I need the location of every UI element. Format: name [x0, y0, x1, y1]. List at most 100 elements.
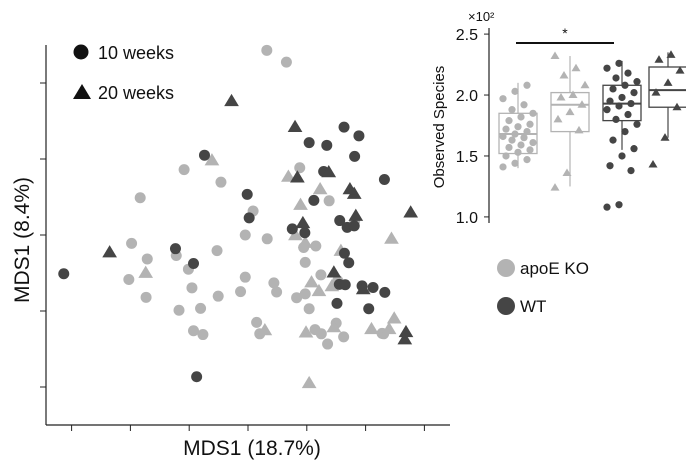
scatter-point-wt-triangle — [287, 119, 303, 132]
box-point — [663, 78, 673, 86]
scatter-point-wt-circle — [338, 247, 350, 259]
box-point — [559, 71, 569, 79]
scatter-point-wt-triangle — [342, 182, 358, 195]
box-point — [675, 66, 685, 74]
box-point — [556, 92, 566, 101]
scatter-point-apoe-ko-circle — [239, 229, 251, 241]
scatter-point-wt-circle — [169, 243, 181, 255]
scatter-point-apoe-ko-circle — [323, 195, 335, 207]
box-point — [523, 156, 531, 164]
scatter-point-apoe-ko-circle — [280, 56, 292, 68]
boxplot-axes: 1.0 1.5 2.0 2.5 * — [456, 25, 614, 227]
scatter-point-wt-circle — [379, 286, 391, 298]
scatter-point-apoe-ko-circle — [271, 286, 283, 298]
legend-wt-swatch — [497, 297, 515, 315]
box-point — [553, 114, 563, 123]
box-point — [520, 101, 528, 109]
box-point — [511, 159, 519, 167]
boxplot-y-tick-label: 1.0 — [456, 210, 478, 227]
scatter-points — [58, 44, 419, 389]
scatter-point-apoe-ko-circle — [211, 245, 223, 257]
scatter-point-apoe-ko-circle — [322, 338, 334, 350]
box-point — [562, 168, 572, 177]
legend-triangle-marker — [73, 84, 91, 99]
box-point — [499, 132, 507, 141]
scatter-point-apoe-ko-triangle — [204, 153, 220, 166]
scatter-point-wt-triangle — [295, 215, 311, 229]
scatter-y-axis-label: MDS1 (8.4%) — [11, 177, 34, 303]
legend-circle-marker — [73, 44, 89, 60]
box-point — [499, 163, 507, 171]
box-point — [618, 152, 626, 160]
scatter-point-apoe-ko-circle — [268, 277, 280, 289]
box-point — [529, 138, 537, 147]
scatter-point-wt-circle — [286, 223, 298, 235]
scatter-point-wt-circle — [338, 121, 350, 133]
box-point — [627, 99, 635, 108]
scatter-point-wt-circle — [198, 149, 210, 161]
scatter-point-apoe-ko-triangle — [386, 311, 402, 324]
box-point — [621, 127, 629, 136]
box-point — [514, 123, 522, 131]
scatter-point-apoe-ko-triangle — [257, 323, 273, 336]
shape-legend: 10 weeks 20 weeks — [73, 43, 174, 103]
boxplot-y-tick-label: 2.0 — [456, 88, 478, 105]
scatter-point-wt-triangle — [397, 332, 413, 345]
scatter-point-wt-circle — [241, 188, 253, 200]
scatter-point-apoe-ko-circle — [141, 253, 153, 265]
legend-label-10-weeks: 10 weeks — [98, 43, 174, 63]
scatter-point-apoe-ko-triangle — [384, 231, 399, 244]
scatter-point-apoe-ko-circle — [140, 291, 152, 303]
scatter-point-wt-circle — [188, 258, 200, 269]
scatter-point-apoe-ko-circle — [178, 164, 190, 176]
scatter-x-axis-label: MDS1 (18.7%) — [183, 437, 321, 460]
scatter-point-wt-triangle — [326, 265, 342, 278]
box-point — [529, 109, 537, 117]
scatter-point-apoe-ko-triangle — [304, 275, 319, 288]
box-point — [606, 97, 614, 105]
scatter-point-apoe-ko-triangle — [312, 182, 328, 195]
scatter-point-apoe-ko-triangle — [138, 265, 154, 278]
box-point — [514, 148, 522, 156]
scatter-point-outlier — [58, 268, 70, 280]
box-point — [633, 120, 641, 128]
scatter-axes — [40, 45, 450, 431]
box-point — [502, 125, 510, 133]
legend-label-wt: WT — [520, 297, 546, 316]
scatter-point-wt-circle — [191, 371, 203, 383]
scatter-point-wt-triangle — [403, 205, 419, 218]
box-point — [505, 117, 513, 125]
box-point — [618, 93, 626, 102]
scatter-point-wt-triangle — [224, 93, 239, 107]
scatter-point-wt-circle — [334, 215, 346, 227]
scatter-point-apoe-ko-circle — [195, 302, 207, 314]
box-point — [630, 88, 638, 97]
legend-label-20-weeks: 20 weeks — [98, 83, 174, 103]
scatter-point-wt-triangle — [290, 170, 305, 183]
scatter-point-wt-circle — [378, 174, 390, 186]
box-point — [511, 130, 519, 138]
legend-apoe-ko-swatch — [497, 259, 515, 277]
scatter-point-apoe-ko-circle — [299, 256, 311, 268]
scatter-point-apoe-ko-circle — [315, 269, 327, 281]
scatter-point-apoe-ko-circle — [126, 237, 138, 249]
box-point — [603, 106, 611, 114]
box-point — [550, 51, 560, 60]
scatter-point-apoe-ko-circle — [173, 304, 185, 316]
scatter-point-wt-circle — [299, 227, 311, 239]
box-point — [568, 90, 578, 99]
box-point — [526, 146, 534, 154]
box-point — [565, 107, 575, 116]
scatter-point-wt-triangle — [102, 245, 117, 258]
box-point — [499, 95, 507, 103]
boxplot-y-tick-label: 1.5 — [456, 149, 478, 166]
box-point — [624, 69, 632, 77]
scatter-point-apoe-ko-circle — [134, 192, 146, 204]
box-point — [511, 87, 519, 95]
box-group-4 — [648, 50, 686, 168]
scatter-point-apoe-ko-circle — [261, 233, 273, 245]
legend-label-apoe-ko: apoE KO — [520, 259, 589, 278]
scatter-point-wt-circle — [308, 194, 320, 206]
scatter-point-wt-circle — [349, 150, 361, 162]
